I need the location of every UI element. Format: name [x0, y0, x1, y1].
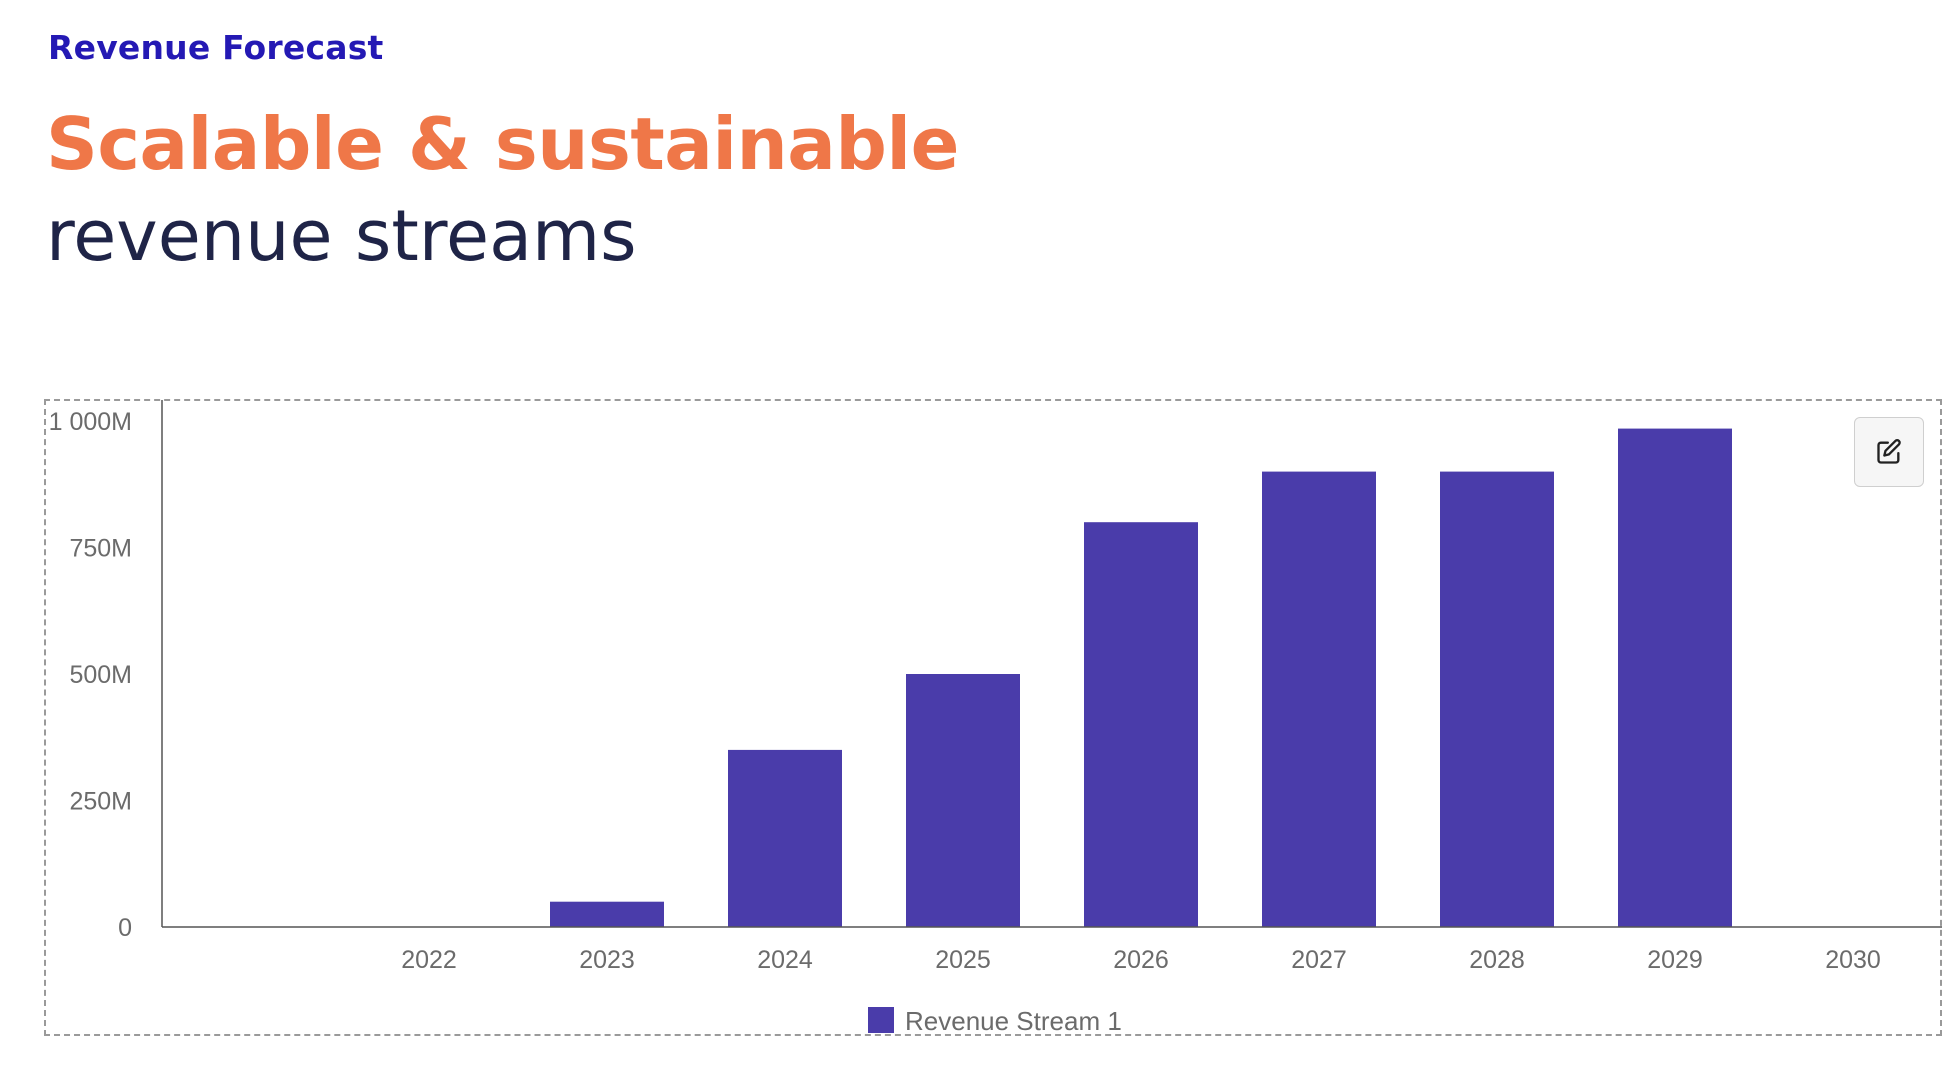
bar-2029[interactable] [1618, 428, 1732, 927]
x-tick-label: 2023 [579, 946, 635, 974]
x-axis: 2022 2023 2024 2025 2026 2027 2028 2029 2030 [162, 926, 1942, 974]
x-tick-label: 2026 [1113, 946, 1169, 974]
x-tick-label: 2022 [401, 946, 457, 974]
x-tick-label: 2025 [935, 946, 991, 974]
x-tick-label: 2024 [757, 946, 813, 974]
legend-label: Revenue Stream 1 [905, 1006, 1122, 1036]
bar-2027[interactable] [1262, 471, 1376, 927]
x-tick-label: 2028 [1469, 946, 1525, 974]
legend-swatch [868, 1007, 894, 1033]
bar-2026[interactable] [1084, 522, 1198, 927]
bar-2023[interactable] [550, 901, 664, 927]
bar-2025[interactable] [906, 674, 1020, 927]
headline-accent: Scalable & sustainable [46, 102, 959, 186]
chart-container [44, 399, 1942, 1036]
headline-main: revenue streams [46, 195, 637, 277]
y-axis: 0 250M 500M 750M 1 000M [49, 400, 163, 942]
edit-icon [1875, 438, 1903, 466]
y-tick-label: 250M [69, 788, 132, 816]
bar-2028[interactable] [1440, 471, 1554, 927]
y-tick-label: 1 000M [49, 408, 132, 436]
y-tick-label: 750M [69, 535, 132, 563]
y-tick-label: 0 [118, 914, 132, 942]
y-tick-label: 500M [69, 661, 132, 689]
edit-chart-button[interactable] [1854, 417, 1924, 487]
x-tick-label: 2027 [1291, 946, 1347, 974]
bars [550, 428, 1732, 927]
x-tick-label: 2029 [1647, 946, 1703, 974]
bar-2024[interactable] [728, 749, 842, 927]
x-tick-label: 2030 [1825, 946, 1881, 974]
section-eyebrow: Revenue Forecast [48, 28, 384, 67]
legend: Revenue Stream 1 [868, 1006, 1122, 1036]
